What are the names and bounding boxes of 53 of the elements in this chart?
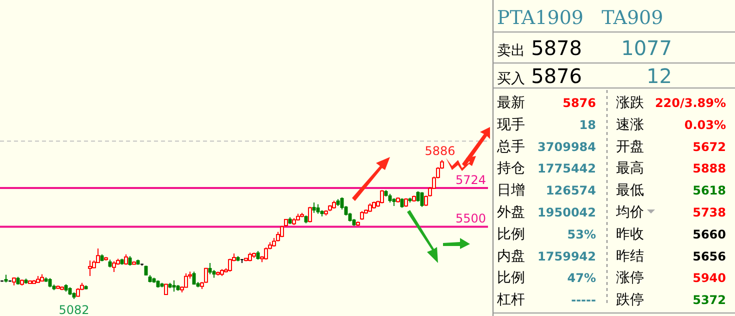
text: 内盘 [497, 248, 525, 264]
ref-line-label: 5500 [455, 212, 486, 226]
text: 220/3.89% [654, 96, 726, 110]
text: 5618 [692, 184, 726, 198]
ref-line: 5500 [0, 212, 488, 228]
text: 外盘 [497, 204, 525, 220]
text: 比例 [497, 226, 525, 242]
annotation: 5082 [58, 303, 90, 316]
text: 3709984 [538, 140, 596, 154]
text: 开盘 [616, 138, 644, 155]
ref-line-label: 5724 [455, 173, 486, 188]
text: 5888 [692, 162, 726, 176]
text: 0.03% [684, 118, 726, 132]
text: 涨停 [616, 270, 644, 286]
text: 5372 [692, 293, 726, 308]
text: 持仓 [497, 160, 525, 177]
text: 5876 [562, 96, 596, 110]
text: 现手 [497, 116, 525, 133]
text: 5876 [531, 64, 582, 88]
text: 跌停 [616, 292, 644, 308]
text: 5738 [692, 206, 726, 220]
text: 1775442 [538, 162, 596, 176]
text: 最新 [497, 95, 525, 111]
text: 昨收 [616, 226, 644, 242]
text: 53% [567, 227, 596, 242]
text: 日增 [497, 182, 525, 199]
text: 杠杆 [496, 292, 525, 308]
text: 昨结 [616, 248, 644, 264]
text: 总手 [496, 138, 525, 155]
text: 卖出 [497, 43, 525, 59]
text: 5660 [692, 227, 726, 242]
text: 5672 [692, 140, 726, 154]
text: 最低 [616, 182, 644, 199]
text: 买入 [497, 71, 525, 87]
text: 126574 [546, 184, 596, 198]
text: 比例 [497, 270, 525, 286]
text: 1077 [621, 36, 672, 60]
text: 5656 [692, 249, 726, 264]
text: 47% [567, 271, 596, 286]
annotation: 5886 [424, 144, 456, 158]
text: 涨跌 [616, 95, 644, 111]
text: 均价 [615, 204, 644, 220]
text: 速涨 [616, 116, 644, 133]
text: 5878 [531, 36, 582, 60]
text: 最高 [616, 160, 644, 177]
text: 18 [579, 118, 596, 132]
ref-line: 5724 [0, 173, 488, 189]
text: PTA1909 TA909 [497, 7, 664, 29]
text: ----- [571, 293, 596, 308]
text: 12 [646, 64, 672, 88]
text: 5940 [692, 271, 726, 286]
text: 1759942 [538, 249, 596, 264]
text: 1950042 [538, 206, 596, 220]
